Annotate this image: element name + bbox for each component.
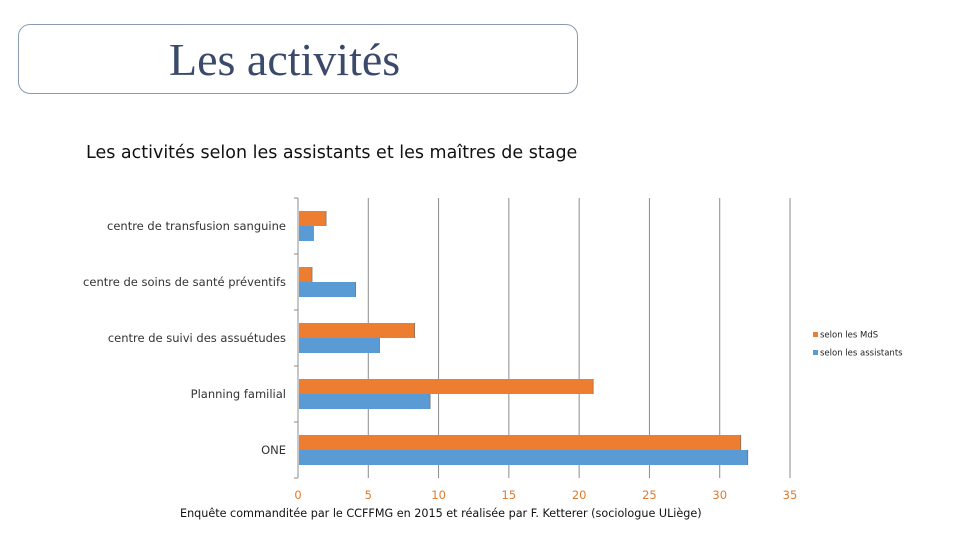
x-tick-label: 5 [365,488,372,502]
legend-swatch [813,350,818,355]
slide-title-box: Les activités [18,24,578,94]
slide-title: Les activités [169,34,401,85]
x-tick-label: 10 [431,488,446,502]
x-tick-label: 0 [294,488,301,502]
bar [299,323,415,338]
x-tick-label: 25 [642,488,657,502]
category-label: Planning familial [191,387,286,401]
bar [299,282,356,297]
x-tick-label: 20 [572,488,587,502]
bar [299,338,380,353]
bar [299,379,594,394]
bar [299,211,327,226]
bar [299,450,748,465]
category-label: centre de transfusion sanguine [107,219,286,233]
x-tick-label: 15 [502,488,517,502]
category-label: ONE [261,443,286,457]
x-tick-label: 35 [783,488,798,502]
legend-label: selon les MdS [820,331,878,341]
chart-caption: Enquête commanditée par le CCFFMG en 201… [180,507,702,520]
bar [299,267,313,282]
legend-swatch [813,332,818,337]
chart-title: Les activités selon les assistants et le… [86,143,578,163]
x-tick-label: 30 [712,488,727,502]
bar [299,226,314,241]
legend-label: selon les assistants [820,349,903,359]
category-label: centre de suivi des assuétudes [108,331,286,345]
bar [299,394,431,409]
bar [299,435,741,450]
category-label: centre de soins de santé préventifs [83,275,286,289]
